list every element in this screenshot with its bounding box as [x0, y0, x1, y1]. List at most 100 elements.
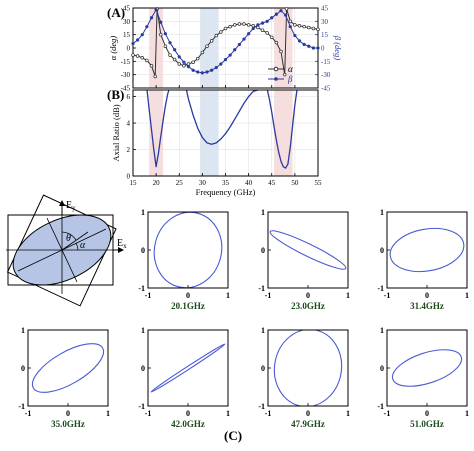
frequency-label: 47.9GHz	[291, 419, 325, 429]
axial-ratio-line	[185, 90, 260, 145]
series-beta-point	[279, 9, 283, 13]
shaded-band	[200, 90, 219, 176]
y-axis-label: Axial Ratio (dB)	[111, 104, 121, 161]
series-beta-point	[316, 46, 320, 50]
series-beta-point	[302, 42, 306, 47]
series-alpha-point	[153, 74, 157, 79]
clipped-ellipse	[31, 343, 105, 393]
y-tick-label: 0	[261, 364, 265, 373]
series-alpha-point	[131, 53, 135, 57]
x-tick-label: 1	[465, 291, 469, 300]
y-tick-label: 45	[123, 5, 131, 13]
y-tick-label: 1	[141, 208, 145, 217]
y-tick-label: 0	[21, 364, 25, 373]
series-alpha-point	[297, 24, 302, 28]
series-beta-point	[247, 32, 251, 36]
x-tick-label: 0	[306, 409, 310, 418]
series-alpha-point	[140, 56, 145, 60]
series-alpha-point	[242, 22, 246, 26]
x-tick-label: -1	[384, 409, 391, 418]
ex-label: Ex	[117, 238, 127, 250]
series-alpha-point	[307, 25, 311, 30]
y-tick-label: -15	[121, 58, 131, 66]
series-beta-point	[140, 33, 144, 37]
y-tick-label: 0	[141, 364, 145, 373]
series-alpha-point	[251, 24, 256, 28]
y-tick-label: 1	[261, 208, 265, 217]
x-tick-label: 1	[346, 291, 350, 300]
ellipse-subplot: -1-1 0 0 1 1 47.9GHz	[258, 326, 350, 429]
series-beta-point	[256, 23, 260, 27]
series-beta-point	[219, 62, 223, 66]
y-tick-label: 6	[127, 93, 131, 101]
subplot-frame	[147, 211, 229, 289]
ellipse-subplot: -1-1 0 0 1 1 20.1GHz	[138, 208, 230, 311]
series-alpha-point	[270, 35, 274, 40]
ey-label: Ey	[66, 200, 76, 212]
y-tick-label: 0	[261, 246, 265, 255]
series-beta-point	[159, 20, 163, 24]
y-tick-label: -1	[377, 402, 384, 411]
series-alpha-point	[246, 23, 251, 27]
alpha-label: α	[80, 240, 86, 251]
series-beta-point	[242, 37, 246, 41]
series-beta-point	[293, 33, 297, 38]
series-beta-point	[154, 8, 158, 12]
x-tick-label: 0	[306, 291, 310, 300]
series-alpha-point	[200, 50, 205, 55]
y-tick-label: 2	[127, 146, 131, 154]
plot-frame	[132, 89, 319, 177]
series-alpha-point	[288, 19, 293, 24]
subplot-frame	[386, 211, 468, 289]
polarization-ellipse	[31, 343, 105, 393]
series-beta-point	[307, 44, 311, 48]
series-beta-point	[177, 55, 181, 59]
series-alpha-point	[316, 27, 320, 32]
series-alpha-point	[302, 24, 306, 29]
series-alpha-point	[145, 58, 149, 63]
series-beta-point	[270, 16, 274, 20]
series-beta-point	[191, 68, 195, 72]
x-tick-label: -1	[145, 409, 152, 418]
polarization-ellipse	[150, 343, 226, 393]
panel-label-b: (B)	[107, 87, 124, 102]
y2-tick-label: 0	[321, 45, 325, 53]
x-tick-label: 1	[106, 409, 110, 418]
y-tick-label: -1	[18, 402, 25, 411]
panel-label-a: (A)	[107, 5, 125, 20]
series-beta-point	[251, 26, 255, 31]
x-tick-label: 35	[222, 179, 230, 187]
y2-tick-label: -45	[321, 85, 331, 93]
series-beta-point	[265, 19, 269, 23]
subplot-frame	[147, 329, 229, 407]
x-tick-label: 0	[186, 409, 190, 418]
series-alpha-point	[135, 54, 140, 58]
ellipse-subplot: -1-1 0 0 1 1 51.0GHz	[377, 326, 469, 429]
clipped-ellipse	[391, 349, 463, 387]
series-alpha-point	[214, 33, 219, 38]
y2-tick-label: 30	[321, 18, 329, 26]
series-alpha-point	[265, 31, 269, 35]
series-beta-point	[196, 70, 200, 74]
y-tick-label: 0	[380, 364, 384, 373]
series-alpha-point	[233, 23, 237, 27]
series-beta-point	[168, 41, 172, 45]
polarization-ellipse-diagram: Ey Ex θα	[6, 194, 127, 307]
y-tick-label: -1	[258, 284, 265, 293]
series-alpha-point	[177, 62, 182, 66]
clipped-ellipse	[273, 330, 343, 406]
y-tick-label: 0	[127, 45, 131, 53]
series-beta-point	[131, 41, 135, 46]
series-beta-point	[173, 48, 177, 52]
subplot-frame	[267, 329, 349, 407]
rotated-box	[6, 194, 117, 307]
x-tick-label: 1	[226, 409, 230, 418]
series-alpha-point	[149, 64, 154, 68]
y-tick-label: 0	[127, 173, 131, 181]
panel-a-angle-chart: -45 -45 -30 -30 -15 -15 0 0 15 15 30 30 45 45 α (deg) β…	[108, 5, 343, 93]
x-tick-label: 0	[66, 409, 70, 418]
legend-alpha-label: α	[288, 64, 293, 74]
x-tick-label: 45	[268, 179, 276, 187]
y-tick-label: -1	[138, 402, 145, 411]
axial-ratio-line	[266, 90, 298, 169]
